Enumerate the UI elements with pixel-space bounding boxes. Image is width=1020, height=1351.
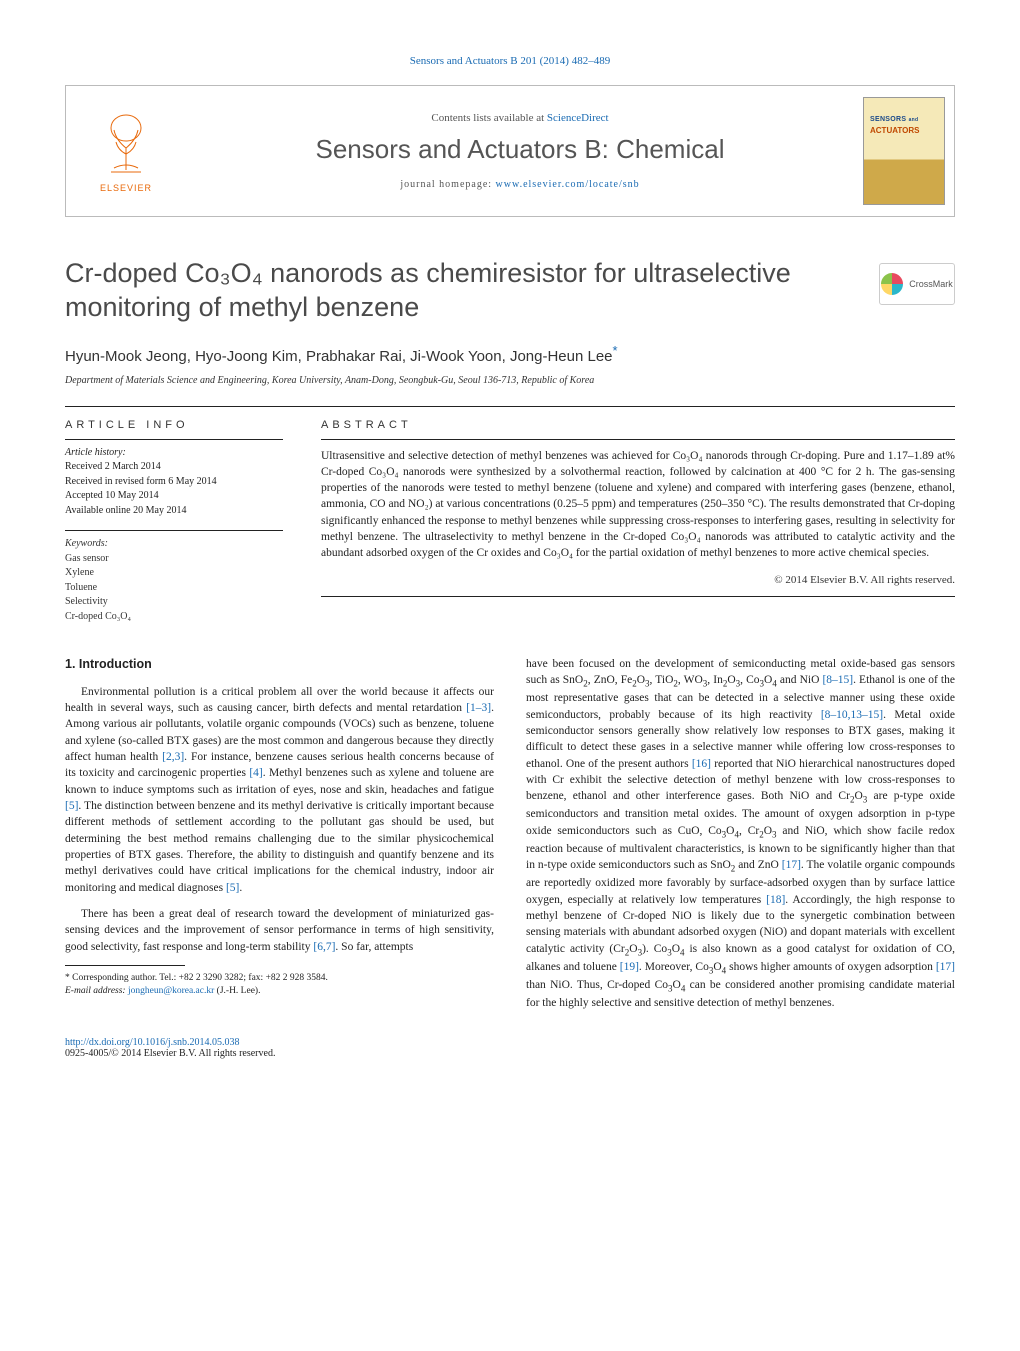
ref-19[interactable]: [19] <box>620 961 639 973</box>
authors-text: Hyun-Mook Jeong, Hyo-Joong Kim, Prabhaka… <box>65 348 613 365</box>
email-suffix: (J.-H. Lee). <box>214 986 260 996</box>
kw-4: Cr-doped Co₃O₄ <box>65 611 131 622</box>
page-footer: http://dx.doi.org/10.1016/j.snb.2014.05.… <box>65 1037 955 1059</box>
email-label: E-mail address: <box>65 986 128 996</box>
running-head: Sensors and Actuators B 201 (2014) 482–4… <box>65 55 955 67</box>
body-columns: 1. Introduction Environmental pollution … <box>65 656 955 1021</box>
ref-5b[interactable]: [5] <box>226 882 239 894</box>
issn-copyright: 0925-4005/© 2014 Elsevier B.V. All right… <box>65 1048 275 1059</box>
cover-word1: SENSORS <box>870 116 906 123</box>
section-1-heading: 1. Introduction <box>65 656 494 674</box>
cover-and: and <box>909 117 919 123</box>
journal-homepage-line: journal homepage: www.elsevier.com/locat… <box>400 179 639 190</box>
article-info-heading: ARTICLE INFO <box>65 407 283 439</box>
ref-16[interactable]: [16] <box>692 758 711 770</box>
article-title: Cr-doped Co₃O₄ nanorods as chemiresistor… <box>65 257 859 325</box>
email-link[interactable]: jongheun@korea.ac.kr <box>128 986 214 996</box>
abstract-heading: ABSTRACT <box>321 407 955 439</box>
ref-2-3[interactable]: [2,3] <box>162 751 184 763</box>
homepage-prefix: journal homepage: <box>400 179 495 190</box>
ref-6-7[interactable]: [6,7] <box>313 941 335 953</box>
ref-8-10-13-15[interactable]: [8–10,13–15] <box>821 709 883 721</box>
ref-17[interactable]: [17] <box>782 859 801 871</box>
corresponding-star: * <box>613 343 618 358</box>
elsevier-tree-icon <box>95 110 157 180</box>
online: Available online 20 May 2014 <box>65 505 186 516</box>
kw-0: Gas sensor <box>65 553 109 564</box>
abstract-text: Ultrasensitive and selective detection o… <box>321 439 955 562</box>
crossmark-icon <box>881 273 903 295</box>
sciencedirect-link[interactable]: ScienceDirect <box>547 112 609 124</box>
received: Received 2 March 2014 <box>65 461 161 472</box>
journal-cover: SENSORS and ACTUATORS <box>854 86 954 216</box>
crossmark-label: CrossMark <box>909 279 953 289</box>
ref-4[interactable]: [4] <box>249 767 262 779</box>
corr-line: * Corresponding author. Tel.: +82 2 3290… <box>65 972 494 985</box>
kw-3: Selectivity <box>65 596 108 607</box>
accepted: Accepted 10 May 2014 <box>65 490 159 501</box>
revised: Received in revised form 6 May 2014 <box>65 476 217 487</box>
publisher-logo-block: ELSEVIER <box>66 86 186 216</box>
header-center: Contents lists available at ScienceDirec… <box>186 86 854 216</box>
journal-header-box: ELSEVIER Contents lists available at Sci… <box>65 85 955 217</box>
article-history: Article history: Received 2 March 2014 R… <box>65 439 283 519</box>
para-2: There has been a great deal of research … <box>65 906 494 955</box>
article-info-column: ARTICLE INFO Article history: Received 2… <box>65 407 283 625</box>
kw-1: Xylene <box>65 567 94 578</box>
para-1: Environmental pollution is a critical pr… <box>65 684 494 896</box>
cover-word2: ACTUATORS <box>870 126 919 135</box>
abstract-copyright: © 2014 Elsevier B.V. All rights reserved… <box>321 574 955 597</box>
contents-prefix: Contents lists available at <box>431 112 546 124</box>
journal-name: Sensors and Actuators B: Chemical <box>316 134 725 165</box>
cover-thumbnail: SENSORS and ACTUATORS <box>863 97 945 205</box>
citation-link[interactable]: Sensors and Actuators B 201 (2014) 482–4… <box>410 55 610 67</box>
author-list: Hyun-Mook Jeong, Hyo-Joong Kim, Prabhaka… <box>65 343 955 365</box>
keywords-label: Keywords: <box>65 538 108 549</box>
keywords-block: Keywords: Gas sensor Xylene Toluene Sele… <box>65 530 283 624</box>
doi-link[interactable]: http://dx.doi.org/10.1016/j.snb.2014.05.… <box>65 1037 240 1048</box>
ref-1-3[interactable]: [1–3] <box>466 702 491 714</box>
footnote-rule <box>65 965 185 966</box>
crossmark-badge[interactable]: CrossMark <box>879 263 955 305</box>
contents-lists-line: Contents lists available at ScienceDirec… <box>431 112 608 124</box>
ref-18[interactable]: [18] <box>766 894 785 906</box>
abstract-column: ABSTRACT Ultrasensitive and selective de… <box>321 407 955 625</box>
ref-17b[interactable]: [17] <box>936 961 955 973</box>
publisher-name: ELSEVIER <box>100 183 152 193</box>
kw-2: Toluene <box>65 582 97 593</box>
corresponding-footnote: * Corresponding author. Tel.: +82 2 3290… <box>65 965 494 999</box>
ref-5[interactable]: [5] <box>65 800 78 812</box>
affiliation: Department of Materials Science and Engi… <box>65 375 955 386</box>
homepage-link[interactable]: www.elsevier.com/locate/snb <box>496 179 640 190</box>
ref-8-15[interactable]: [8–15] <box>822 674 853 686</box>
para-3: have been focused on the development of … <box>526 656 955 1011</box>
history-label: Article history: <box>65 447 126 458</box>
